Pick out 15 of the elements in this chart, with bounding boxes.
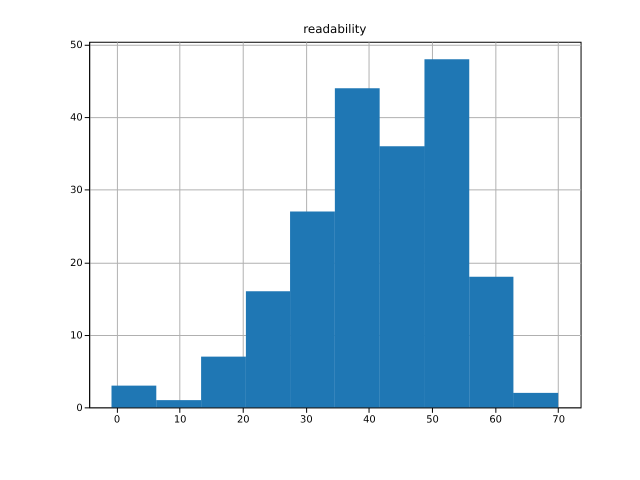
x-tick-label: 20	[236, 414, 250, 426]
x-tick-label: 0	[114, 414, 120, 426]
x-tick-label: 40	[363, 414, 376, 426]
x-tick-label: 10	[174, 414, 186, 426]
x-tick-label: 30	[300, 414, 313, 426]
y-tick-label: 20	[70, 258, 83, 269]
x-tick-label: 60	[489, 414, 502, 426]
y-tick-label: 40	[70, 112, 83, 124]
y-tick-label: 0	[76, 402, 83, 414]
y-tick-label: 30	[70, 185, 83, 196]
y-tick-label: 50	[70, 40, 83, 52]
y-tick-label: 10	[70, 330, 83, 342]
x-tick-label: 50	[426, 414, 439, 426]
x-tick-label: 70	[552, 414, 566, 426]
chart-title: readability	[303, 22, 366, 36]
